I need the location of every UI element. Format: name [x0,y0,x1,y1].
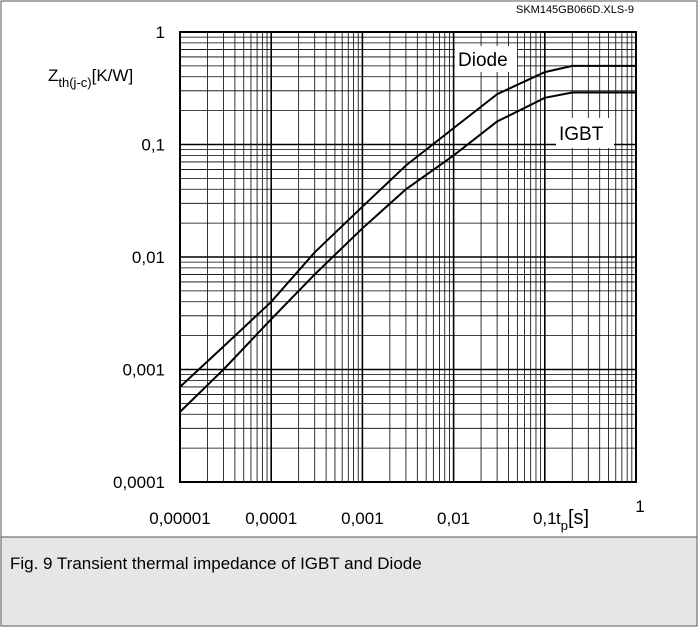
caption-box [0,536,698,627]
y-tick-label: 0,1 [141,136,165,155]
x-tick-label: 0,0001 [245,509,297,528]
line-series [179,64,636,388]
x-label-subscript: p [561,518,568,533]
figure-frame [0,0,698,538]
line-series [179,91,636,413]
plot-frame [179,31,637,483]
y-label-unit: [K/W] [92,66,134,85]
x-label-symbol: t [556,509,561,528]
series-label: IGBT [559,124,604,145]
caption: Fig. 9 Transient thermal impedance of IG… [10,554,422,573]
y-tick-label: 0,0001 [113,473,165,492]
x-label-unit: [s] [568,507,589,529]
y-tick-label: 0,01 [132,248,165,267]
x-tick-label: 0,00001 [149,509,210,528]
y-axis-label: Zth(j-c)[K/W] [48,66,133,90]
x-tick-label: 0,001 [341,509,384,528]
source-tag: SKM145GB066D.XLS-9 [516,4,634,16]
y-tick-label: 0,001 [122,361,165,380]
series-label-box [455,46,517,72]
series-label-box [556,118,614,148]
x-tick-label: 0,01 [437,509,470,528]
series-label: Diode [458,50,508,71]
y-label-symbol: Z [48,66,58,85]
x-tick-label: 0,1 [533,509,557,528]
y-tick-label: 1 [156,23,165,42]
x-tick-label: 1 [635,497,644,516]
x-axis-label: tp[s] [556,507,589,533]
y-label-subscript: th(j-c) [58,75,91,90]
